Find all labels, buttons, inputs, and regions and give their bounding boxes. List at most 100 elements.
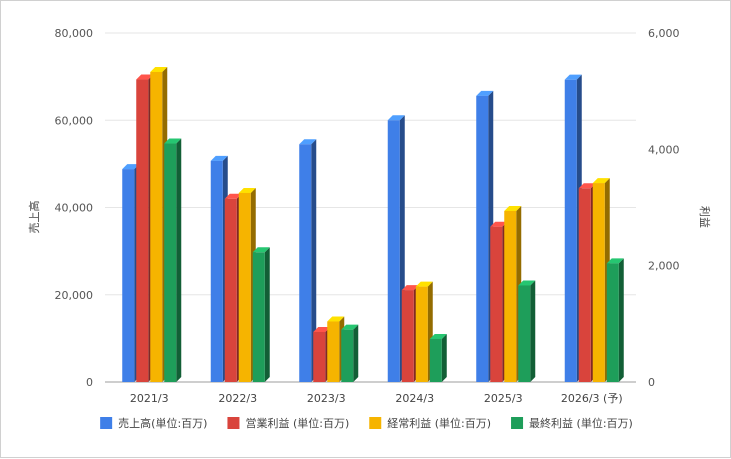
bar-top: [564, 74, 582, 80]
left-tick-label: 80,000: [55, 27, 94, 40]
category-label: 2025/3: [484, 392, 523, 405]
category-label: 2021/3: [130, 392, 169, 405]
bar-top: [429, 333, 447, 339]
bar-front: [313, 331, 326, 382]
bar: [606, 258, 624, 382]
bar-top: [122, 164, 140, 170]
bar-top: [327, 316, 345, 322]
bar-front: [578, 188, 591, 382]
legend-swatch: [227, 417, 240, 429]
bar-top: [210, 155, 228, 161]
bar-top: [164, 138, 182, 144]
bar-top: [606, 258, 624, 264]
legend-label: 経常利益 (単位:百万): [387, 416, 491, 430]
legend-label: 最終利益 (単位:百万): [529, 416, 633, 430]
bar-top: [136, 74, 154, 80]
bar-front: [504, 210, 517, 382]
bar-top: [592, 178, 610, 184]
bar-front: [490, 226, 503, 382]
bar: [429, 333, 447, 382]
bar: [415, 281, 433, 382]
bar-top: [518, 280, 536, 286]
bar-top: [490, 221, 508, 227]
gridlines: [105, 32, 636, 383]
bar-front: [401, 290, 414, 382]
bar-side: [530, 280, 536, 382]
left-tick-label: 60,000: [55, 114, 94, 127]
left-tick-label: 40,000: [55, 202, 94, 215]
bar: [341, 324, 359, 382]
bar-front: [164, 143, 177, 382]
bar-top: [415, 281, 433, 287]
bar-top: [387, 115, 405, 121]
bar-front: [564, 79, 577, 383]
legend-label: 営業利益 (単位:百万): [245, 416, 349, 430]
right-tick-label: 2,000: [648, 260, 680, 273]
bar: [252, 247, 270, 382]
bar-front: [341, 329, 354, 382]
left-axis-ticks: 0 20,000 40,000 60,000 80,000: [55, 27, 94, 389]
bar-side: [264, 247, 270, 382]
bar-side: [176, 138, 182, 382]
bar-front: [429, 338, 442, 382]
bar-front: [299, 144, 312, 382]
bar-front: [136, 79, 149, 383]
legend-item: 営業利益 (単位:百万): [227, 416, 349, 430]
category-label: 2024/3: [395, 392, 434, 405]
bar-top: [150, 66, 168, 72]
bar-top: [238, 187, 256, 193]
bars: [122, 66, 624, 383]
bar: [164, 138, 182, 382]
category-label: 2023/3: [307, 392, 346, 405]
bar-front: [606, 263, 619, 382]
legend-swatch: [369, 417, 382, 429]
bar-top: [401, 285, 419, 291]
bar-top: [578, 183, 596, 189]
bar-front: [476, 95, 489, 382]
bar-side: [311, 139, 317, 382]
bar-front: [224, 198, 237, 382]
bar: [299, 139, 317, 382]
bar: [518, 280, 536, 382]
left-tick-label: 0: [86, 376, 93, 389]
bar-front: [210, 160, 223, 382]
bar-side: [353, 324, 359, 382]
bar-front: [592, 183, 605, 382]
bar-front: [415, 286, 428, 382]
bar-front: [387, 120, 400, 382]
bar-top: [313, 326, 331, 332]
bar-front: [150, 71, 163, 382]
right-tick-label: 0: [648, 376, 655, 389]
legend-label: 売上高(単位:百万): [118, 416, 207, 430]
category-label: 2026/3 (予): [561, 392, 623, 405]
bar-top: [224, 193, 242, 199]
bar-top: [504, 205, 522, 211]
left-tick-label: 20,000: [55, 289, 94, 302]
bar-top: [299, 139, 317, 145]
bar-front: [518, 285, 531, 382]
legend-item: 最終利益 (単位:百万): [511, 416, 633, 430]
bar-front: [238, 192, 251, 382]
bar-side: [441, 333, 447, 382]
category-labels: 2021/3 2022/3 2023/3 2024/3 2025/3 2026/3 (予): [130, 392, 623, 405]
bar-front: [252, 252, 265, 382]
bar-side: [618, 258, 624, 382]
right-axis-ticks: 0 2,000 4,000 6,000: [648, 27, 680, 389]
right-tick-label: 6,000: [648, 27, 680, 40]
legend-swatch: [100, 417, 113, 429]
category-label: 2022/3: [218, 392, 257, 405]
left-axis-title: 売上高: [27, 201, 41, 234]
right-tick-label: 4,000: [648, 143, 680, 156]
bar-top: [341, 324, 359, 330]
bar-front: [122, 169, 135, 382]
right-axis-title: 利益: [698, 206, 712, 228]
bar-top: [252, 247, 270, 253]
legend: 売上高(単位:百万) 営業利益 (単位:百万) 経常利益 (単位:百万) 最終利益 (…: [100, 416, 633, 430]
legend-item: 経常利益 (単位:百万): [369, 416, 491, 430]
legend-item: 売上高(単位:百万): [100, 416, 207, 430]
bar-top: [476, 90, 494, 96]
bar-front: [327, 321, 340, 382]
legend-swatch: [511, 417, 524, 429]
